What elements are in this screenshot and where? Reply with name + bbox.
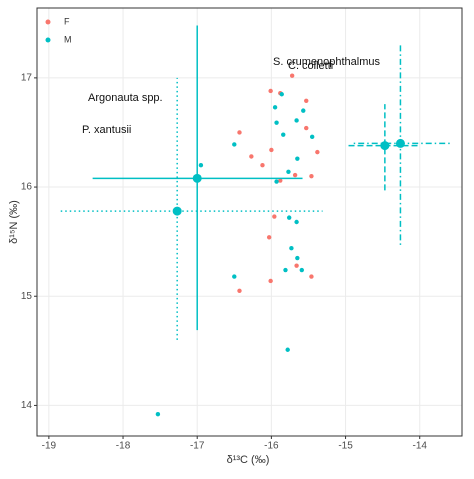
point <box>279 92 284 97</box>
point <box>283 267 288 273</box>
point <box>289 246 294 251</box>
point <box>237 288 242 293</box>
y-tick-label: 15 <box>21 291 33 302</box>
y-tick-label: 14 <box>21 400 33 411</box>
point <box>268 88 273 94</box>
annotation: Argonauta spp. <box>88 92 163 104</box>
point <box>286 215 292 220</box>
mean-point <box>380 141 390 151</box>
y-axis-label: δ¹⁵N (‰) <box>8 200 20 244</box>
point <box>309 134 315 140</box>
point <box>294 118 299 123</box>
point <box>268 278 273 284</box>
point <box>274 179 279 184</box>
point <box>294 263 299 268</box>
point <box>272 214 277 219</box>
annotation: P. xantusii <box>82 124 131 136</box>
point <box>295 156 300 161</box>
annotation: C. colletti <box>288 60 333 72</box>
point <box>281 132 286 137</box>
x-tick-label: -14 <box>412 441 427 452</box>
point <box>198 163 204 168</box>
point <box>289 73 295 78</box>
point <box>309 274 314 279</box>
point <box>274 120 279 125</box>
y-tick-label: 16 <box>21 182 33 193</box>
mean-point <box>172 206 182 216</box>
point <box>304 125 309 131</box>
point <box>295 255 300 261</box>
point <box>309 173 314 179</box>
point <box>315 149 320 155</box>
point <box>286 169 291 174</box>
point <box>292 172 298 178</box>
point <box>294 219 299 225</box>
point <box>272 105 278 110</box>
panel-border <box>36 7 463 437</box>
mean-point <box>192 173 202 183</box>
x-axis-label: δ¹³C (‰) <box>227 454 270 466</box>
legend-label: M <box>64 34 72 44</box>
legend-label: F <box>64 16 70 26</box>
point <box>232 142 237 147</box>
point <box>269 147 274 153</box>
annotation: S. crumenophthalmus <box>273 56 380 68</box>
legend-key <box>45 37 51 43</box>
point <box>301 108 306 113</box>
legend-key <box>45 19 51 25</box>
x-tick-label: -19 <box>42 441 57 452</box>
x-tick-label: -15 <box>338 441 353 452</box>
point <box>155 411 161 417</box>
point <box>260 163 265 168</box>
x-tick-label: -17 <box>190 441 205 452</box>
x-tick-label: -18 <box>116 441 131 452</box>
mean-point <box>395 138 405 148</box>
point <box>266 235 272 240</box>
point <box>249 154 254 159</box>
point <box>299 267 304 273</box>
point <box>237 130 242 135</box>
point <box>285 347 290 352</box>
point <box>278 178 283 183</box>
y-tick-label: 17 <box>21 73 33 84</box>
point <box>304 98 309 104</box>
point <box>232 274 237 279</box>
x-tick-label: -16 <box>264 441 279 452</box>
